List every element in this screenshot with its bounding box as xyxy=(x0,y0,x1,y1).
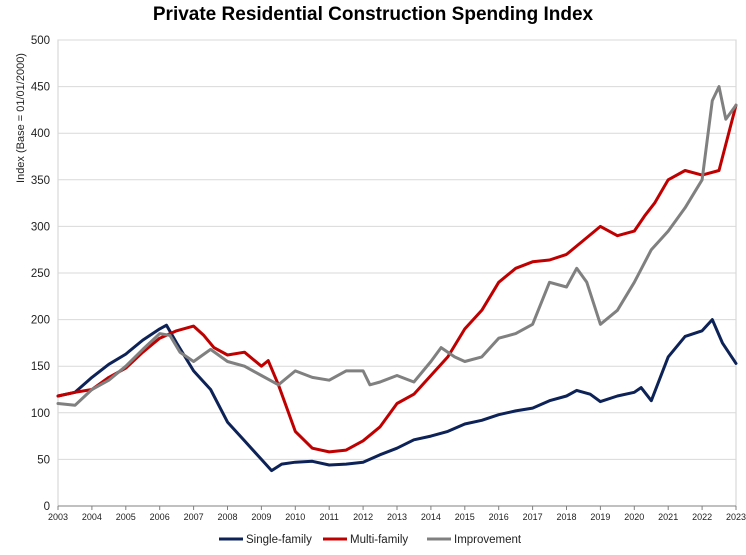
legend-label-single-family: Single-family xyxy=(246,534,312,546)
y-tick-label: 200 xyxy=(31,315,50,327)
x-tick-label: 2010 xyxy=(285,512,305,522)
x-tick-label: 2005 xyxy=(116,512,136,522)
x-tick-label: 2008 xyxy=(217,512,237,522)
y-tick-label: 0 xyxy=(44,501,50,513)
y-tick-label: 150 xyxy=(31,361,50,373)
series-line-multi-family xyxy=(56,103,738,454)
y-tick-label: 500 xyxy=(31,35,50,47)
series-lines xyxy=(56,85,738,473)
x-tick-label: 2019 xyxy=(590,512,610,522)
x-tick-label: 2018 xyxy=(556,512,576,522)
axes: 0 50 100 150 200 250 300 350 400 450 500 2003 2004 20… xyxy=(31,35,746,522)
x-tick-label: 2007 xyxy=(184,512,204,522)
legend-label-multi-family: Multi-family xyxy=(350,534,408,546)
y-tick-label: 400 xyxy=(31,128,50,140)
legend: Single-family Multi-family Improvement xyxy=(219,534,522,546)
y-tick-label: 450 xyxy=(31,82,50,94)
y-tick-label: 50 xyxy=(37,454,50,466)
x-tick-label: 2011 xyxy=(320,512,339,522)
x-tick-label: 2020 xyxy=(624,512,644,522)
x-tick-label: 2021 xyxy=(658,512,678,522)
x-tick-label: 2003 xyxy=(48,512,68,522)
x-tick-label: 2009 xyxy=(251,512,271,522)
x-tick-label: 2012 xyxy=(353,512,373,522)
x-tick-label: 2013 xyxy=(387,512,407,522)
x-tick-label: 2017 xyxy=(523,512,543,522)
legend-label-improvement: Improvement xyxy=(454,534,522,546)
chart-title: Private Residential Construction Spendin… xyxy=(152,4,594,25)
x-tick-label: 2014 xyxy=(421,512,441,522)
x-tick-label: 2006 xyxy=(150,512,170,522)
y-tick-label: 350 xyxy=(31,175,50,187)
y-tick-label: 300 xyxy=(31,221,50,233)
x-tick-label: 2015 xyxy=(455,512,475,522)
y-tick-label: 250 xyxy=(31,268,50,280)
x-tick-label: 2023 xyxy=(726,512,746,522)
x-tick-label: 2022 xyxy=(692,512,712,522)
gridlines xyxy=(58,39,736,460)
x-tick-label: 2016 xyxy=(489,512,509,522)
y-axis-title: Index (Base = 01/01/2000) xyxy=(15,53,27,183)
series-line-improvement xyxy=(56,85,738,407)
x-tick-label: 2004 xyxy=(82,512,102,522)
y-tick-label: 100 xyxy=(31,408,50,420)
